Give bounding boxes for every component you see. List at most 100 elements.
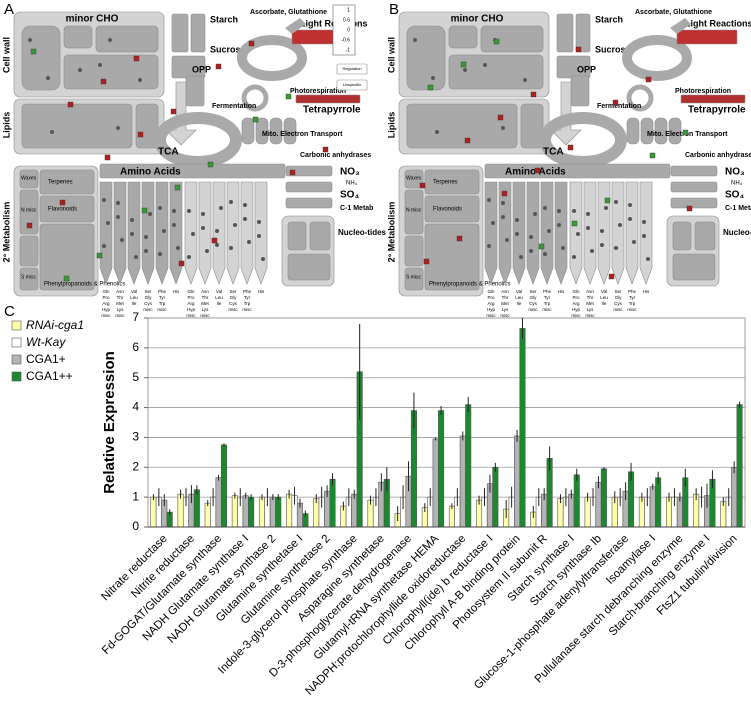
aa-label: Met <box>501 301 509 306</box>
map-dot <box>561 246 565 250</box>
map-dot <box>501 215 505 219</box>
map-cell <box>67 101 74 108</box>
map-dot <box>515 218 519 222</box>
aa-label: Gln <box>572 289 580 294</box>
bar <box>231 495 238 528</box>
map-label: N misc <box>21 207 37 213</box>
aa-label: misc <box>242 307 252 312</box>
map-shape <box>21 103 133 149</box>
bar <box>649 486 656 528</box>
map-dot <box>243 217 247 221</box>
aa-label: misc <box>200 313 210 318</box>
map-shape <box>285 165 333 177</box>
map-ring <box>154 112 242 168</box>
bar <box>204 502 211 528</box>
aa-label: Thr <box>587 295 594 300</box>
bar <box>242 495 249 528</box>
map-cell <box>100 78 107 85</box>
bar <box>220 444 227 528</box>
map-shape <box>19 235 39 267</box>
map-label: Cell wall <box>1 37 11 73</box>
map-label: Fermentation <box>597 103 641 110</box>
map-label: Carbonic anhydrases <box>300 152 371 159</box>
aa-column <box>639 181 653 285</box>
map-arrow <box>165 81 197 146</box>
map-shape <box>670 181 718 193</box>
map-shape <box>672 221 692 251</box>
aa-column <box>155 181 169 285</box>
map-cell <box>285 93 292 100</box>
map-dot <box>586 212 590 216</box>
aa-label: Met <box>116 301 124 306</box>
aa-label: Tyr <box>544 295 551 300</box>
map-dot <box>491 221 495 225</box>
map-ring <box>237 35 307 81</box>
bar <box>492 466 499 528</box>
map-dot <box>106 221 110 225</box>
map-label: Fermentation <box>212 103 256 110</box>
aa-label: Ser <box>614 289 622 294</box>
aa-label: Gly <box>615 295 623 300</box>
map-dot <box>116 126 120 130</box>
map-dot <box>614 200 618 204</box>
map-dot <box>533 212 537 216</box>
map-cell <box>460 61 467 68</box>
map-dot <box>172 223 176 227</box>
aa-label: Tyr <box>244 295 251 300</box>
aa-label: misc <box>542 307 552 312</box>
bar <box>248 496 255 528</box>
map-dot <box>50 130 54 134</box>
map-ring <box>539 112 627 168</box>
map-shape <box>336 63 368 75</box>
aa-label: His <box>643 289 650 294</box>
map-dot <box>632 240 636 244</box>
aa-label: Asn <box>501 289 509 294</box>
aa-column <box>583 181 597 285</box>
aa-label: Tyr <box>159 295 166 300</box>
map-dot <box>120 238 124 242</box>
map-dot <box>233 223 237 227</box>
aa-column <box>184 181 198 285</box>
aa-label: Trp <box>244 301 251 306</box>
map-dot <box>586 226 590 230</box>
legend-label: CGA1+ <box>26 352 66 366</box>
map-ring <box>622 35 692 81</box>
aa-label: Hyp <box>487 307 495 312</box>
aa-label: Pro <box>102 295 110 300</box>
map-dot <box>576 232 580 236</box>
legend-swatch <box>11 371 22 382</box>
aa-label: Thr <box>117 295 124 300</box>
aa-column <box>226 181 240 285</box>
aa-column <box>625 181 639 285</box>
map-shape <box>285 181 333 193</box>
map-dot <box>187 209 191 213</box>
map-dot <box>523 78 527 82</box>
map-cell <box>63 275 70 282</box>
x-tick-label: Fd-GOGAT/Glutamate synthase <box>100 533 224 657</box>
map-dot <box>483 63 487 67</box>
bar <box>573 474 580 528</box>
y-tick-label: 6 <box>132 340 139 354</box>
map-cell <box>423 258 430 265</box>
bar <box>731 466 738 528</box>
map-dot <box>543 206 547 210</box>
aa-label: Lys <box>117 307 125 312</box>
bar <box>351 493 358 528</box>
aa-label: Trp <box>544 301 551 306</box>
map-dot <box>487 198 491 202</box>
aa-label: Lys <box>202 307 210 312</box>
map-shape <box>520 103 544 149</box>
aa-label: Ser <box>144 289 152 294</box>
map-dot <box>158 206 162 210</box>
aa-label: Ile <box>132 301 137 306</box>
map-dot <box>600 243 604 247</box>
map-label: 2° Metabolism <box>1 202 11 263</box>
aa-column <box>198 181 212 285</box>
aa-label: Trp <box>159 301 166 306</box>
map-dot <box>519 255 523 259</box>
map-dot <box>501 201 505 205</box>
map-dot <box>557 209 561 213</box>
map-label: Cell wall <box>386 37 396 73</box>
map-shape <box>287 253 331 281</box>
map-shape <box>424 195 480 223</box>
